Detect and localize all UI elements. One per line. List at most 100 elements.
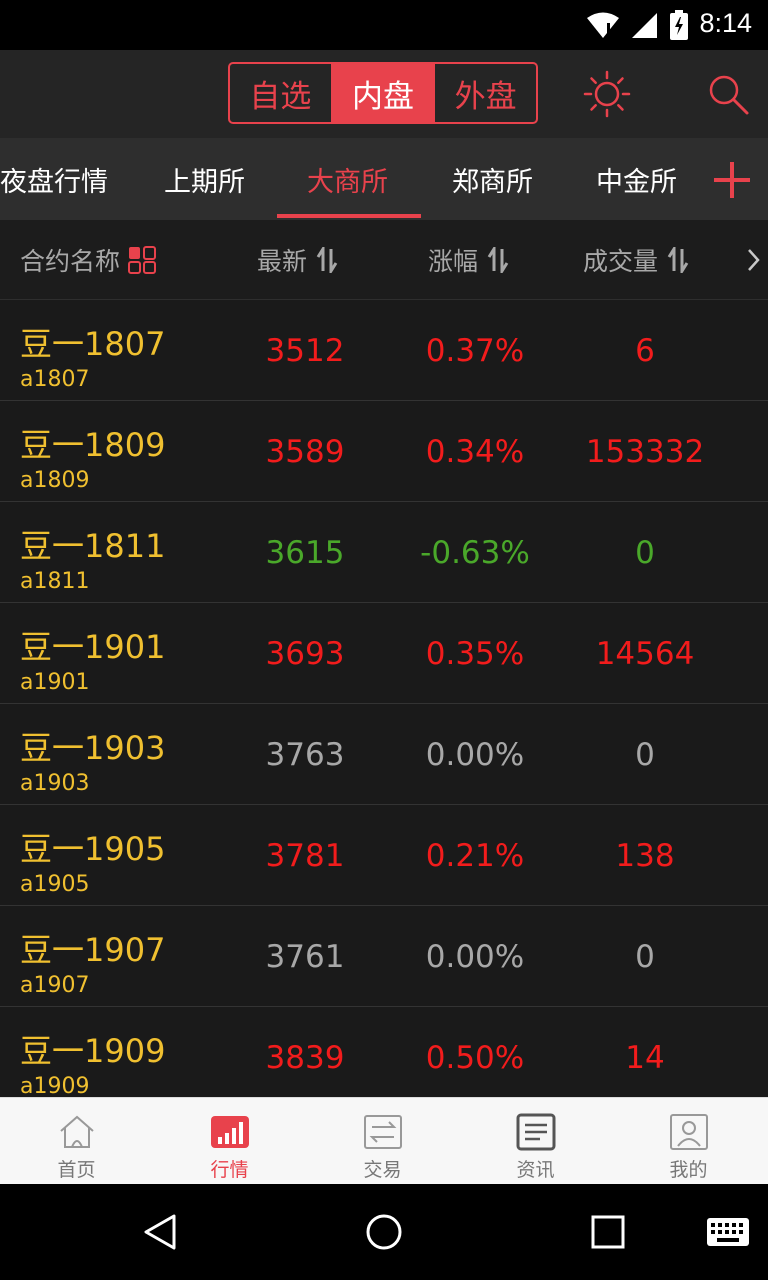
contract-code: a1907 xyxy=(20,973,90,998)
contract-name: 豆一1809 xyxy=(20,426,166,464)
nav-home[interactable]: 首页 xyxy=(0,1098,153,1185)
nav-profile-label: 我的 xyxy=(669,1159,708,1181)
nav-home-label: 首页 xyxy=(57,1159,96,1181)
table-row[interactable]: 豆一1811 a1811 3615 -0.63% 0 xyxy=(0,503,768,603)
market-segment-control: 自选 内盘 外盘 xyxy=(228,62,538,124)
header-volume[interactable]: 成交量 xyxy=(583,220,690,300)
clock: 8:14 xyxy=(699,8,752,38)
header-name: 合约名称 xyxy=(20,220,158,300)
market-icon xyxy=(210,1116,249,1148)
nav-news[interactable]: 资讯 xyxy=(459,1098,612,1185)
table-row[interactable]: 豆一1901 a1901 3693 0.35% 14564 xyxy=(0,604,768,704)
news-icon xyxy=(516,1113,555,1151)
add-tab-icon[interactable] xyxy=(712,160,752,200)
quote-list: 豆一1807 a1807 3512 0.37% 6 豆一1809 a1809 3… xyxy=(0,301,768,1097)
keyboard-icon[interactable] xyxy=(706,1215,750,1249)
nav-trade-label: 交易 xyxy=(363,1159,402,1181)
change-percent: 0.00% xyxy=(425,737,525,773)
back-icon[interactable] xyxy=(140,1212,180,1252)
change-percent: -0.63% xyxy=(420,535,530,571)
contract-name: 豆一1909 xyxy=(20,1032,166,1070)
wifi-icon xyxy=(587,12,619,38)
contract-code: a1811 xyxy=(20,569,90,594)
contract-code: a1909 xyxy=(20,1074,90,1097)
system-nav-bar xyxy=(0,1184,768,1280)
signal-icon xyxy=(632,13,657,38)
active-tab-indicator xyxy=(277,214,421,218)
volume: 0 xyxy=(635,535,655,571)
contract-code: a1809 xyxy=(20,468,90,493)
tab-night-session[interactable]: 夜盘行情 xyxy=(0,166,108,198)
profile-icon xyxy=(669,1114,708,1150)
battery-icon xyxy=(670,10,688,40)
exchange-tabs: 夜盘行情 上期所 大商所 郑商所 中金所 xyxy=(0,138,768,220)
change-percent: 0.37% xyxy=(425,333,525,369)
volume: 14 xyxy=(625,1040,665,1076)
latest-price: 3781 xyxy=(265,838,345,874)
theme-sun-icon[interactable] xyxy=(583,70,631,118)
change-percent: 0.00% xyxy=(425,939,525,975)
header-price[interactable]: 最新 xyxy=(257,220,339,300)
nav-profile[interactable]: 我的 xyxy=(612,1098,765,1185)
tab-czce[interactable]: 郑商所 xyxy=(452,166,533,198)
latest-price: 3761 xyxy=(265,939,345,975)
table-header: 合约名称 最新 涨幅 成交量 xyxy=(0,220,768,300)
volume: 0 xyxy=(635,939,655,975)
recents-icon[interactable] xyxy=(588,1212,628,1252)
status-bar: 8:14 xyxy=(0,0,768,50)
contract-code: a1903 xyxy=(20,771,90,796)
contract-code: a1901 xyxy=(20,670,90,695)
segment-watchlist[interactable]: 自选 xyxy=(230,64,333,122)
header-price-label: 最新 xyxy=(257,247,308,276)
header-change-label: 涨幅 xyxy=(428,247,479,276)
segment-domestic[interactable]: 内盘 xyxy=(332,64,436,122)
table-row[interactable]: 豆一1909 a1909 3839 0.50% 14 xyxy=(0,1008,768,1097)
nav-news-label: 资讯 xyxy=(516,1159,555,1181)
latest-price: 3693 xyxy=(265,636,345,672)
tab-cffex[interactable]: 中金所 xyxy=(596,166,677,198)
latest-price: 3763 xyxy=(265,737,345,773)
header-volume-label: 成交量 xyxy=(583,247,659,276)
tab-dce[interactable]: 大商所 xyxy=(307,166,388,198)
change-percent: 0.34% xyxy=(425,434,525,470)
table-row[interactable]: 豆一1905 a1905 3781 0.21% 138 xyxy=(0,806,768,906)
contract-name: 豆一1907 xyxy=(20,931,166,969)
contract-code: a1807 xyxy=(20,367,90,392)
header-change[interactable]: 涨幅 xyxy=(428,220,510,300)
chevron-right-icon[interactable] xyxy=(746,247,762,273)
contract-name: 豆一1903 xyxy=(20,729,166,767)
table-row[interactable]: 豆一1903 a1903 3763 0.00% 0 xyxy=(0,705,768,805)
layout-grid-icon[interactable] xyxy=(128,246,158,274)
volume: 153332 xyxy=(585,434,705,470)
volume: 138 xyxy=(615,838,675,874)
latest-price: 3589 xyxy=(265,434,345,470)
change-percent: 0.21% xyxy=(425,838,525,874)
volume: 14564 xyxy=(595,636,695,672)
status-icons xyxy=(586,10,688,40)
contract-name: 豆一1807 xyxy=(20,325,166,363)
sort-icon xyxy=(667,247,689,273)
sort-icon xyxy=(316,247,338,273)
change-percent: 0.50% xyxy=(425,1040,525,1076)
segment-foreign[interactable]: 外盘 xyxy=(454,78,517,115)
change-percent: 0.35% xyxy=(425,636,525,672)
tab-shfe[interactable]: 上期所 xyxy=(164,166,245,198)
latest-price: 3512 xyxy=(265,333,345,369)
table-row[interactable]: 豆一1807 a1807 3512 0.37% 6 xyxy=(0,301,768,401)
header-name-label: 合约名称 xyxy=(20,247,121,276)
nav-trade[interactable]: 交易 xyxy=(306,1098,459,1185)
top-bar: 自选 内盘 外盘 xyxy=(0,50,768,138)
table-row[interactable]: 豆一1907 a1907 3761 0.00% 0 xyxy=(0,907,768,1007)
nav-market[interactable]: 行情 xyxy=(153,1098,306,1185)
trade-icon xyxy=(363,1115,402,1149)
nav-market-label: 行情 xyxy=(210,1159,249,1181)
latest-price: 3615 xyxy=(265,535,345,571)
volume: 6 xyxy=(635,333,655,369)
table-row[interactable]: 豆一1809 a1809 3589 0.34% 153332 xyxy=(0,402,768,502)
sort-icon xyxy=(487,247,509,273)
home-circle-icon[interactable] xyxy=(364,1212,404,1252)
search-icon[interactable] xyxy=(706,72,750,116)
bottom-nav: 首页 行情 交易 资讯 我的 xyxy=(0,1097,768,1184)
contract-name: 豆一1905 xyxy=(20,830,166,868)
home-icon xyxy=(59,1115,94,1148)
